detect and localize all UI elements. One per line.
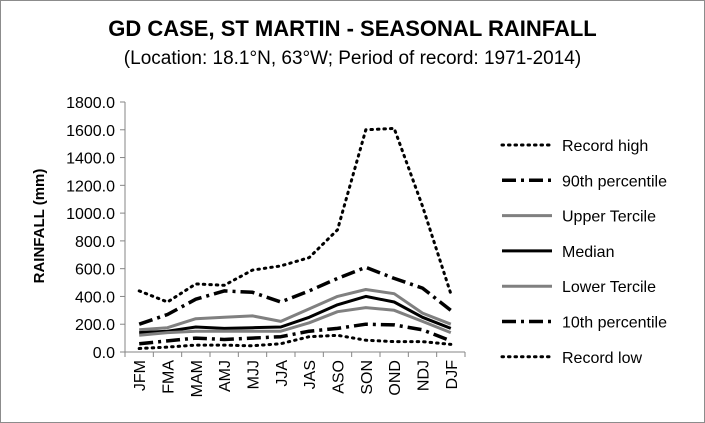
legend-label-90th-percentile: 90th percentile — [562, 173, 667, 190]
x-tick-label: JFM — [132, 360, 149, 391]
legend-label-record-low: Record low — [562, 350, 642, 367]
x-tick-label: DJF — [444, 360, 461, 390]
y-tick-label: 1000.0 — [66, 206, 115, 223]
series-line-median — [139, 294, 452, 335]
series-line-10th-percentile — [139, 322, 452, 346]
axes: 0.0 200.0 400.0 600.0 800.0 1000.0 1200.0 1400.… — [66, 95, 466, 397]
x-tick-label: AMJ — [217, 360, 234, 392]
series-line-90th-percentile — [138, 265, 452, 326]
x-tick-label: JAS — [302, 360, 319, 389]
legend-label-record-high: Record high — [562, 138, 648, 155]
x-tick-label: MJJ — [246, 360, 263, 389]
legend-label-10th-percentile: 10th percentile — [562, 315, 667, 332]
series-line-record-high — [137, 126, 453, 304]
series-line-lower-tercile — [139, 306, 452, 337]
series-layer — [137, 126, 453, 350]
y-tick-label: 600.0 — [75, 262, 115, 279]
y-tick-label: 1600.0 — [66, 123, 115, 140]
y-tick-label: 800.0 — [75, 234, 115, 251]
x-tick-label: SON — [359, 360, 376, 395]
y-tick-label: 400.0 — [75, 289, 115, 306]
y-tick-label: 1200.0 — [66, 178, 115, 195]
x-tick-label: NDJ — [416, 360, 433, 391]
series-line-record-low — [137, 333, 453, 350]
legend-label-lower-tercile: Lower Tercile — [562, 279, 656, 296]
legend: Record high 90th percentile Upper Tercile M… — [500, 138, 667, 367]
chart-subtitle: (Location: 18.1°N, 63°W; Period of recor… — [123, 48, 582, 69]
legend-label-upper-tercile: Upper Tercile — [562, 209, 656, 226]
x-tick-label: MAM — [189, 360, 206, 397]
y-tick-label: 0.0 — [93, 345, 115, 362]
y-tick-label: 200.0 — [75, 317, 115, 334]
chart-title: GD CASE, ST MARTIN - SEASONAL RAINFALL — [108, 16, 597, 41]
legend-label-median: Median — [562, 244, 614, 261]
x-tick-label: FMA — [161, 360, 178, 394]
y-tick-label: 1400.0 — [66, 151, 115, 168]
x-tick-label: ASO — [331, 360, 348, 394]
series-line-upper-tercile — [139, 288, 452, 332]
x-tick-label: OND — [387, 360, 404, 396]
y-axis-label: RAINFALL (mm) — [31, 169, 48, 284]
x-tick-label: JJA — [274, 360, 291, 387]
y-tick-label: 1800.0 — [66, 95, 115, 112]
